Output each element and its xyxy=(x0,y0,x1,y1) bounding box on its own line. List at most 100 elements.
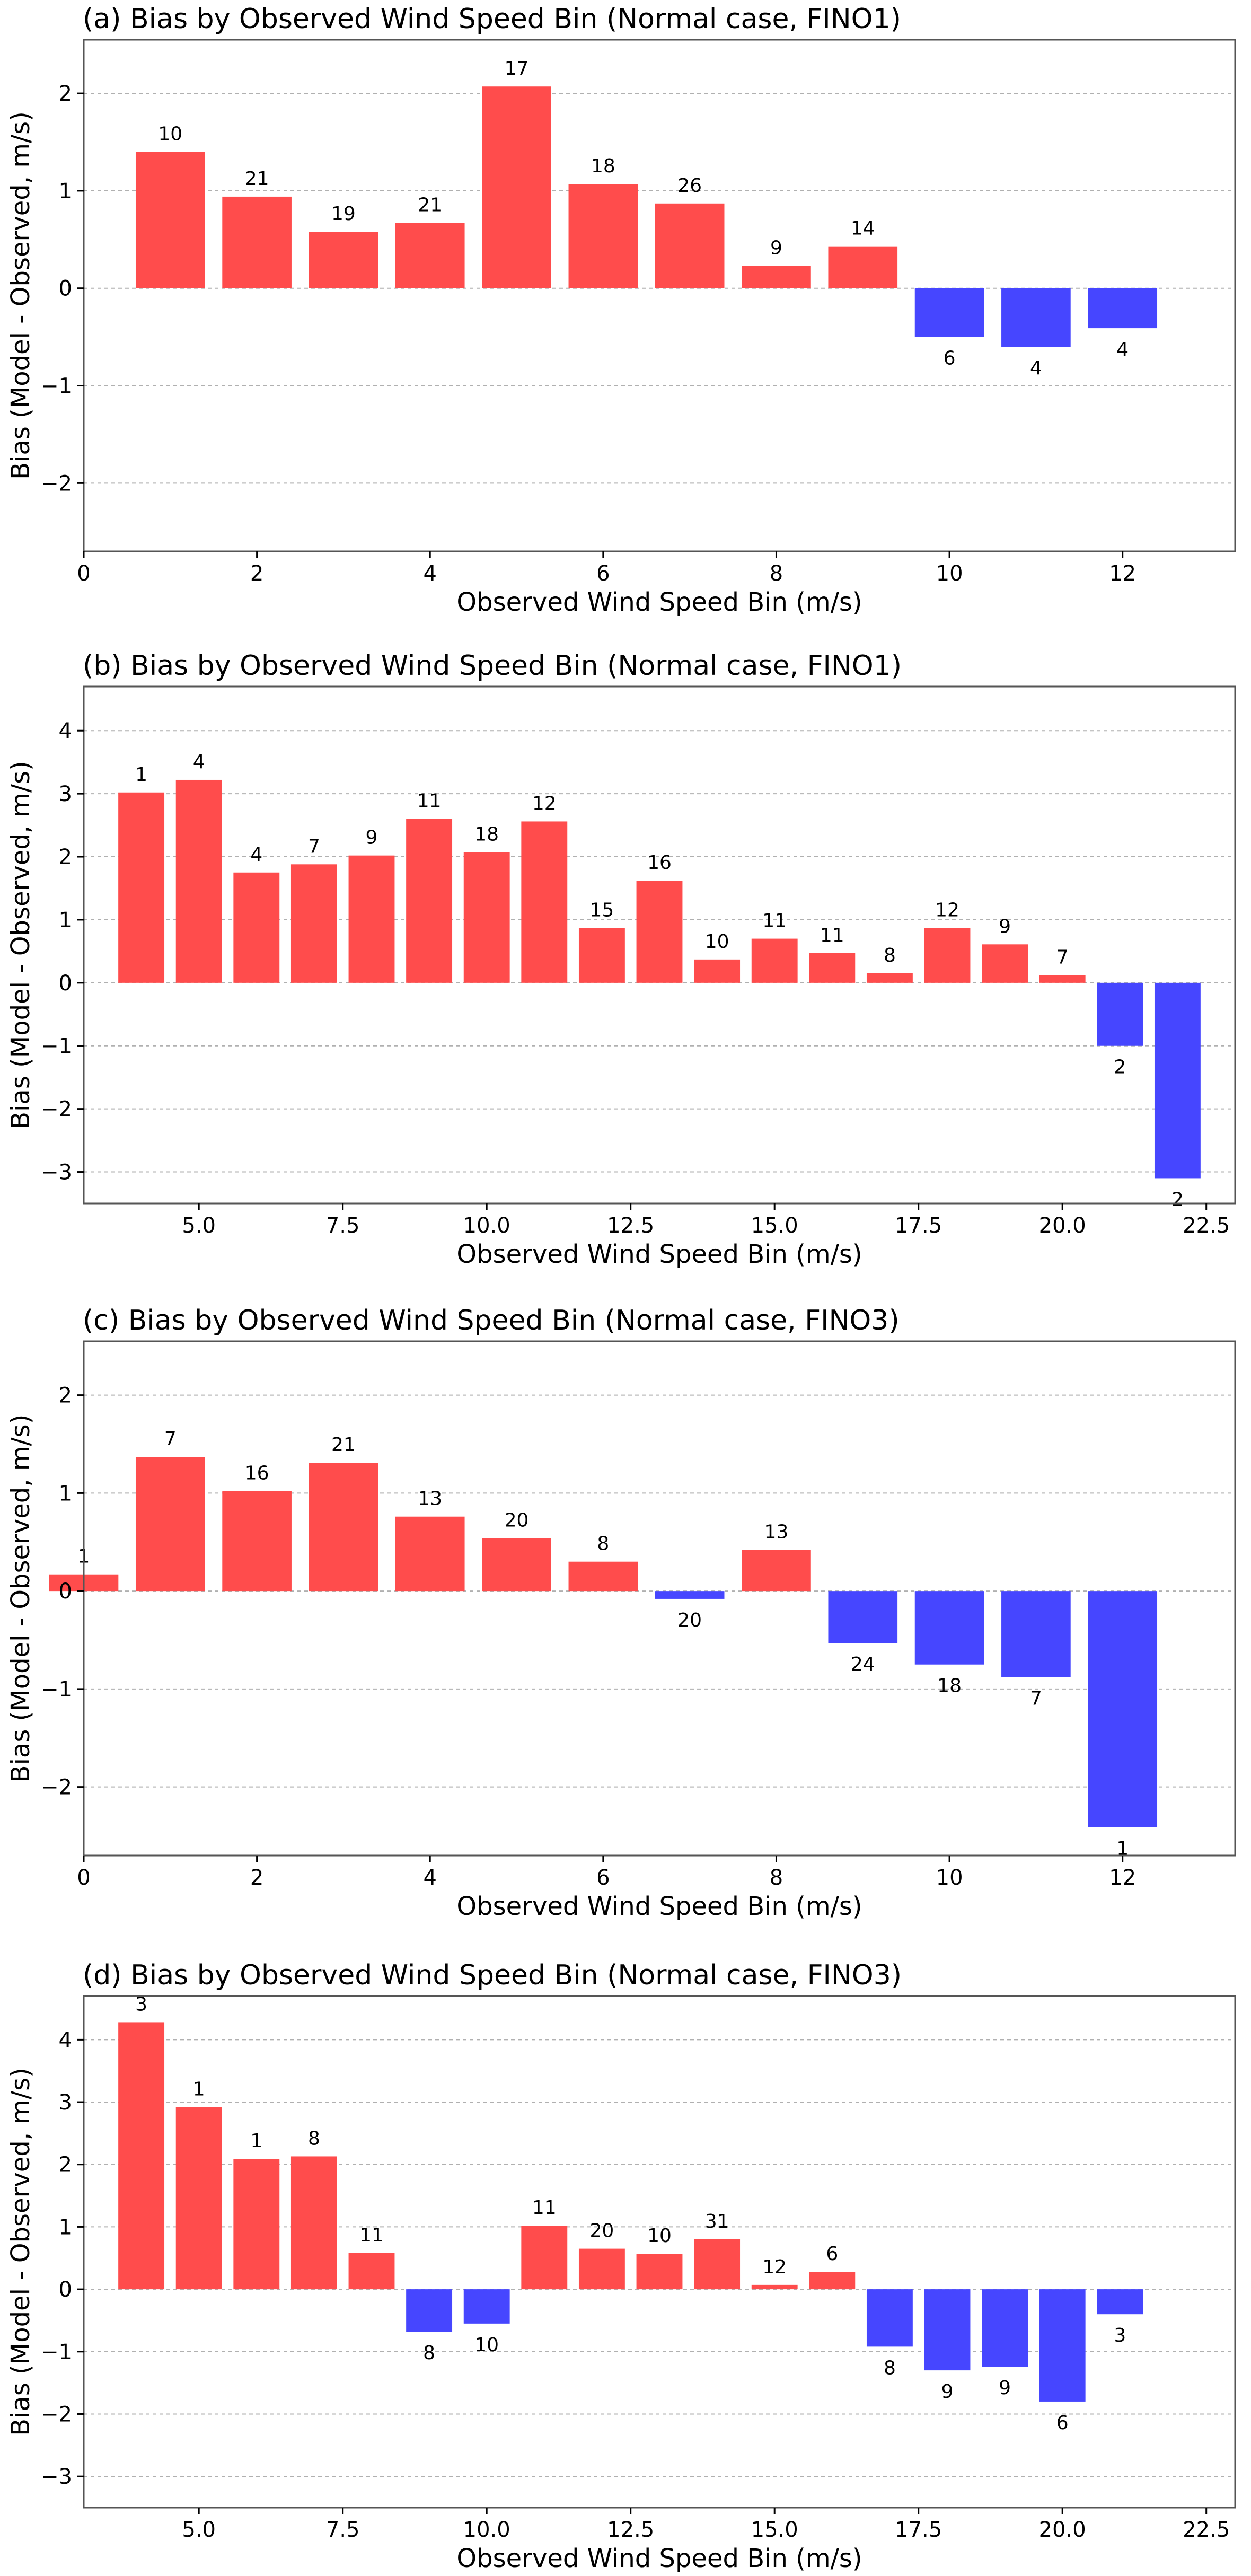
bar xyxy=(1039,975,1086,983)
bar xyxy=(828,246,898,288)
bar-count-label: 13 xyxy=(764,1522,789,1543)
y-tick-label: 0 xyxy=(59,277,72,301)
y-tick-label: −1 xyxy=(41,374,72,399)
y-tick-label: 2 xyxy=(59,845,72,869)
bar-count-label: 9 xyxy=(941,2381,954,2403)
bar-count-label: 8 xyxy=(423,2342,435,2364)
bar xyxy=(290,864,337,983)
y-tick-label: −2 xyxy=(41,1097,72,1122)
bar-count-label: 10 xyxy=(474,2334,499,2356)
bar-count-label: 12 xyxy=(532,793,557,814)
bar-count-label: 13 xyxy=(418,1488,442,1510)
bar-count-label: 26 xyxy=(677,175,702,197)
x-tick-label: 10 xyxy=(936,561,963,586)
bar-count-label: 11 xyxy=(532,2197,557,2219)
chart-panel-b: (b) Bias by Observed Wind Speed Bin (Nor… xyxy=(6,650,1236,1269)
bar xyxy=(751,2284,798,2290)
y-tick-label: 3 xyxy=(59,2090,72,2115)
x-tick-label: 10 xyxy=(936,1866,963,1890)
chart-panel-d: (d) Bias by Observed Wind Speed Bin (Nor… xyxy=(6,1959,1236,2573)
bar xyxy=(982,2289,1028,2367)
chart-title: (c) Bias by Observed Wind Speed Bin (Nor… xyxy=(83,1305,900,1337)
y-tick-label: 4 xyxy=(59,2028,72,2052)
x-tick-label: 8 xyxy=(770,1866,783,1890)
bar xyxy=(655,203,725,288)
y-tick-label: 1 xyxy=(59,1481,72,1506)
y-tick-label: 2 xyxy=(59,2153,72,2177)
axes-frame xyxy=(83,1995,1236,2509)
x-tick-label: 12.5 xyxy=(607,1214,654,1238)
bar xyxy=(1039,2289,1086,2402)
y-tick-label: 1 xyxy=(59,2215,72,2239)
y-tick-label: −2 xyxy=(41,471,72,496)
bar-count-label: 16 xyxy=(647,852,672,874)
y-tick-label: −1 xyxy=(41,1034,72,1059)
bar-count-label: 21 xyxy=(418,195,442,216)
bar-count-label: 4 xyxy=(1116,339,1129,361)
bar xyxy=(348,855,395,983)
bar-count-label: 3 xyxy=(1114,2325,1126,2346)
bar xyxy=(694,959,741,983)
bar xyxy=(924,928,971,983)
y-tick-label: 1 xyxy=(59,179,72,204)
bar-count-label: 8 xyxy=(308,2127,320,2149)
bar xyxy=(135,1457,205,1592)
x-tick-label: 7.5 xyxy=(326,2518,360,2542)
y-tick-label: 0 xyxy=(59,971,72,996)
bar xyxy=(694,2239,741,2290)
bar xyxy=(568,1561,638,1592)
y-tick-label: 0 xyxy=(59,2278,72,2302)
bar-count-label: 6 xyxy=(1056,2412,1069,2434)
bar xyxy=(222,1491,292,1592)
bar-count-label: 11 xyxy=(762,910,787,932)
bar xyxy=(348,2253,395,2290)
y-tick-label: −2 xyxy=(41,2402,72,2426)
x-tick-label: 17.5 xyxy=(895,1214,942,1238)
bar xyxy=(463,2289,510,2324)
bar xyxy=(233,872,280,983)
x-tick-label: 4 xyxy=(424,561,437,586)
bar-count-label: 1 xyxy=(250,2130,262,2152)
y-tick-label: 0 xyxy=(59,1579,72,1604)
y-tick-label: 1 xyxy=(59,908,72,933)
x-tick-label: 0 xyxy=(77,561,90,586)
bar xyxy=(578,928,625,983)
x-tick-label: 22.5 xyxy=(1183,2518,1230,2542)
bar-count-label: 3 xyxy=(135,1993,147,2015)
bar-count-label: 7 xyxy=(1030,1688,1042,1710)
bar-count-label: 10 xyxy=(705,931,729,953)
bar-count-label: 8 xyxy=(884,2357,896,2379)
x-tick-label: 0 xyxy=(77,1866,90,1890)
bar xyxy=(118,2022,165,2290)
x-tick-label: 15.0 xyxy=(751,2518,798,2542)
bar-count-label: 11 xyxy=(820,925,844,946)
bar xyxy=(742,266,811,288)
bar-count-label: 19 xyxy=(331,203,356,225)
bar-count-label: 9 xyxy=(770,237,782,259)
bar xyxy=(309,232,378,288)
bar xyxy=(866,2289,913,2347)
y-tick-label: 2 xyxy=(59,1384,72,1408)
bar xyxy=(395,1516,465,1592)
bar xyxy=(1097,982,1143,1046)
bar xyxy=(222,196,292,288)
bar-count-label: 20 xyxy=(505,1509,529,1531)
y-tick-label: −2 xyxy=(41,1775,72,1800)
bar-count-label: 10 xyxy=(647,2225,672,2247)
bar xyxy=(982,944,1028,983)
bar xyxy=(1097,2289,1143,2315)
bar xyxy=(135,152,205,288)
bar xyxy=(636,2254,683,2290)
x-tick-label: 5.0 xyxy=(182,1214,216,1238)
y-axis-label: Bias (Model - Observed, m/s) xyxy=(6,761,36,1129)
y-tick-label: −3 xyxy=(41,2465,72,2489)
bar-count-label: 24 xyxy=(851,1654,875,1675)
axes-frame xyxy=(83,685,1236,1205)
bar-count-label: 1 xyxy=(135,764,147,786)
x-tick-label: 7.5 xyxy=(326,1214,360,1238)
y-tick-label: −3 xyxy=(41,1160,72,1185)
bar xyxy=(914,1591,984,1665)
bar xyxy=(742,1550,811,1592)
y-tick-label: 4 xyxy=(59,719,72,743)
